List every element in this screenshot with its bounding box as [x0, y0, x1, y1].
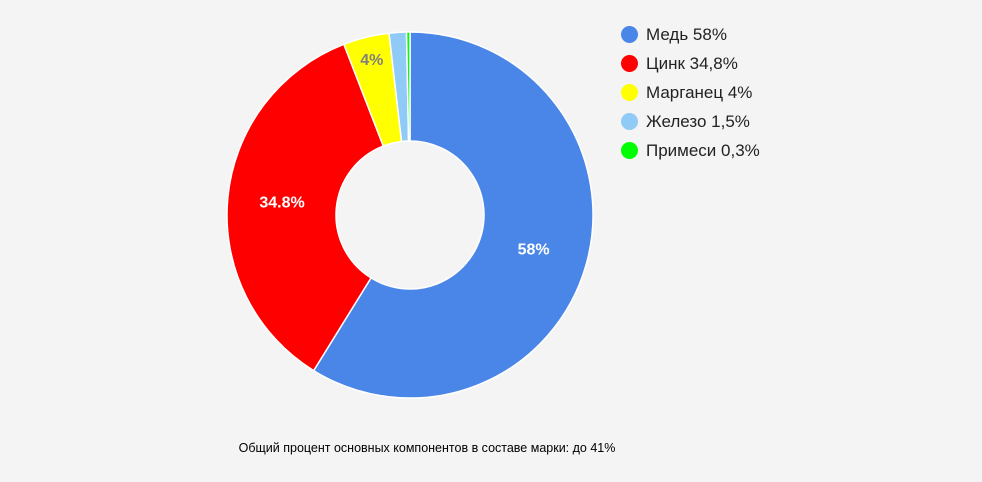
- legend-label: Цинк 34,8%: [646, 53, 738, 73]
- slice-4: [405, 31, 411, 142]
- slice-1: [226, 43, 385, 372]
- slice-label-1: 34.8%: [259, 195, 304, 212]
- legend-label: Медь 58%: [646, 24, 727, 44]
- legend-item-2: Марганец 4%: [621, 78, 760, 107]
- chart-legend: Медь 58% Цинк 34,8% Марганец 4% Железо 1,5%…: [621, 20, 760, 165]
- slice-label-2: 4%: [360, 52, 383, 69]
- legend-label: Марганец 4%: [646, 82, 753, 102]
- legend-swatch: [621, 142, 638, 159]
- chart-caption: Общий процент основных компонентов в сос…: [238, 441, 616, 455]
- legend-item-1: Цинк 34,8%: [621, 49, 760, 78]
- legend-swatch: [621, 55, 638, 72]
- legend-item-4: Примеси 0,3%: [621, 136, 760, 165]
- slice-label-0: 58%: [518, 242, 550, 259]
- legend-swatch: [621, 113, 638, 130]
- legend-swatch: [621, 26, 638, 43]
- legend-item-0: Медь 58%: [621, 20, 760, 49]
- slice-0: [312, 31, 594, 399]
- legend-item-3: Железо 1,5%: [621, 107, 760, 136]
- legend-label: Примеси 0,3%: [646, 140, 760, 160]
- legend-swatch: [621, 84, 638, 101]
- legend-label: Железо 1,5%: [646, 111, 750, 131]
